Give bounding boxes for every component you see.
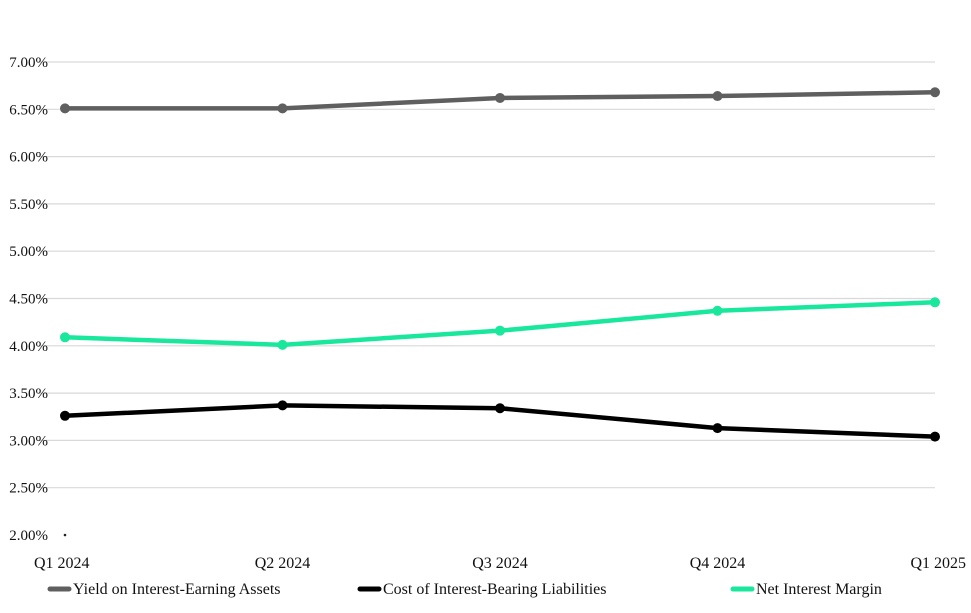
data-point <box>60 410 70 421</box>
data-point <box>930 87 940 98</box>
x-tick-label: Q2 2024 <box>255 555 311 572</box>
legend-label: Net Interest Margin <box>756 581 882 598</box>
series-line <box>62 300 938 348</box>
data-point <box>277 400 288 411</box>
y-tick-label: 3.50% <box>9 386 48 402</box>
data-point <box>277 103 288 114</box>
y-tick-label: 6.50% <box>9 102 48 118</box>
axis-origin-mark <box>63 533 67 537</box>
series-1 <box>60 87 940 114</box>
legend-item: Yield on Interest-Earning Assets <box>47 581 281 598</box>
y-tick-label: 5.50% <box>9 197 48 213</box>
data-point <box>60 332 70 343</box>
data-point <box>277 339 288 350</box>
legend-item: Net Interest Margin <box>730 581 882 598</box>
y-tick-label: 2.00% <box>9 528 48 544</box>
x-tick-label: Q4 2024 <box>690 555 746 572</box>
y-tick-label: 3.00% <box>9 433 48 449</box>
y-tick-label: 4.00% <box>9 339 48 355</box>
y-tick-label: 7.00% <box>9 55 48 71</box>
data-point <box>60 103 70 114</box>
data-point <box>712 91 723 102</box>
legend-item: Cost of Interest-Bearing Liabilities <box>357 581 607 598</box>
data-point <box>495 403 505 414</box>
x-tick-label: Q3 2024 <box>472 555 528 572</box>
data-point <box>712 423 723 434</box>
legend: Yield on Interest-Earning Assets Cost of … <box>47 581 882 598</box>
legend-label: Yield on Interest-Earning Assets <box>73 581 281 598</box>
data-point <box>930 431 940 442</box>
x-tick-label: Q1 2025 <box>910 555 966 572</box>
series-3 <box>60 297 940 350</box>
y-tick-label: 6.00% <box>9 150 48 166</box>
y-tick-label: 2.50% <box>9 481 48 497</box>
series-2 <box>60 400 940 442</box>
data-point <box>495 325 505 336</box>
grid-lines <box>38 61 935 537</box>
data-point <box>930 297 940 308</box>
series-lines <box>60 87 940 442</box>
y-axis-ticks: 2.00% 2.50% 3.00% 3.50% 4.00% 4.50% 5.00% 5.50%… <box>9 55 48 544</box>
x-tick-label: Q1 2024 <box>34 555 90 572</box>
x-axis-ticks: Q1 2024 Q2 2024 Q3 2024 Q4 2024 Q1 2025 <box>34 555 966 572</box>
y-tick-label: 5.00% <box>9 244 48 260</box>
y-tick-label: 4.50% <box>9 292 48 308</box>
data-point <box>495 92 505 103</box>
data-point <box>712 305 723 316</box>
legend-label: Cost of Interest-Bearing Liabilities <box>383 581 607 598</box>
